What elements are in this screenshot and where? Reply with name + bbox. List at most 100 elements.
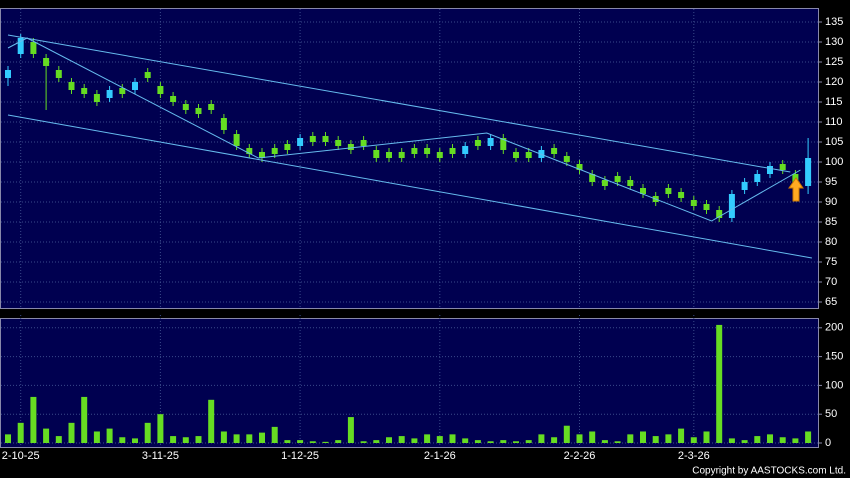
- candle-body: [220, 118, 227, 130]
- y-tick-label: 0: [825, 437, 831, 449]
- candle-body: [678, 192, 685, 198]
- volume-bar: [487, 441, 494, 443]
- candle-body: [322, 136, 329, 142]
- candle-body: [246, 148, 253, 154]
- volume-bar: [716, 324, 723, 443]
- y-tick-label: 135: [825, 16, 843, 28]
- candle-body: [525, 152, 532, 158]
- y-tick-label: 100: [825, 156, 843, 168]
- y-tick-label: 110: [825, 116, 843, 128]
- volume-bar: [309, 441, 316, 443]
- y-tick-label: 75: [825, 256, 837, 268]
- x-tick-label: 2-3-26: [678, 450, 710, 462]
- x-tick-label: 2-10-25: [2, 450, 40, 462]
- candle-body: [373, 150, 380, 158]
- y-tick-label: 105: [825, 136, 843, 148]
- candle-body: [170, 96, 177, 102]
- x-tick-label: 2-2-26: [564, 450, 596, 462]
- volume-bar: [690, 437, 697, 443]
- volume-bar: [678, 428, 685, 443]
- candle-body: [563, 156, 570, 162]
- candle-body: [81, 88, 88, 94]
- volume-bar: [144, 422, 151, 443]
- volume-bar: [551, 437, 558, 443]
- volume-bar: [132, 438, 138, 443]
- volume-bar: [68, 422, 75, 443]
- volume-bar: [601, 440, 608, 443]
- candle-body: [43, 58, 50, 66]
- candle-body: [614, 176, 621, 182]
- copyright: Copyright by AASTOCKS.com Ltd.: [692, 466, 846, 477]
- candle-body: [119, 88, 126, 94]
- candle-body: [436, 152, 443, 158]
- trendline: [7, 37, 801, 222]
- volume-bar: [741, 440, 748, 443]
- volume-bar: [665, 434, 672, 443]
- candle-body: [754, 174, 761, 182]
- volume-bar: [119, 437, 126, 443]
- volume-bar: [297, 440, 304, 443]
- candle-body: [55, 70, 62, 78]
- candle-body: [728, 194, 735, 218]
- price-panel: [0, 8, 819, 309]
- candle-body: [513, 152, 519, 158]
- y-tick-label: 120: [825, 76, 843, 88]
- y-tick-label: 95: [825, 176, 837, 188]
- candle-body: [487, 138, 494, 146]
- volume-bar: [30, 396, 37, 443]
- candle-body: [30, 42, 37, 54]
- candle-body: [398, 152, 405, 158]
- volume-bar: [233, 434, 240, 443]
- volume-bar: [792, 438, 799, 443]
- volume-bar: [220, 431, 227, 443]
- candle-body: [360, 140, 367, 146]
- volume-bar: [627, 434, 634, 443]
- candle-body: [284, 144, 291, 150]
- candle-body: [627, 180, 634, 186]
- candle-body: [106, 90, 113, 98]
- volume-bar: [767, 434, 773, 443]
- volume-bar: [614, 441, 621, 443]
- y-tick-label: 80: [825, 236, 837, 248]
- candle-body: [309, 136, 316, 142]
- volume-bar: [43, 428, 50, 443]
- trendline: [7, 114, 812, 259]
- volume-bar: [93, 431, 100, 443]
- volume-bar: [754, 436, 761, 443]
- candle-body: [233, 134, 240, 146]
- y-tick-label: 50: [825, 408, 837, 420]
- volume-bar: [728, 438, 735, 443]
- candle-body: [93, 94, 100, 102]
- volume-bar: [525, 440, 532, 443]
- y-tick-label: 90: [825, 196, 837, 208]
- candle-body: [767, 166, 773, 174]
- candle-body: [551, 148, 558, 154]
- candle-body: [449, 148, 456, 154]
- volume-bar: [538, 434, 545, 443]
- volume-bar: [449, 434, 456, 443]
- y-tick-label: 65: [825, 296, 837, 308]
- volume-bar: [271, 426, 278, 443]
- y-tick-label: 115: [825, 96, 843, 108]
- volume-bar: [106, 428, 113, 443]
- volume-bar: [335, 440, 342, 443]
- y-tick-label: 150: [825, 351, 843, 363]
- candle-body: [195, 108, 202, 114]
- y-tick-label: 200: [825, 322, 843, 334]
- volume-bar: [640, 431, 646, 443]
- volume-bar: [513, 441, 519, 443]
- candle-body: [144, 72, 151, 78]
- volume-bar: [360, 441, 367, 443]
- candle-body: [805, 158, 812, 186]
- signal-arrow: [788, 177, 804, 202]
- candle-body: [132, 82, 138, 90]
- volume-bar: [322, 441, 329, 443]
- volume-bar: [195, 436, 202, 443]
- candle-body: [576, 164, 583, 170]
- volume-bar: [779, 437, 786, 443]
- volume-bar: [805, 431, 812, 443]
- volume-bar: [347, 417, 354, 443]
- volume-bar: [81, 396, 88, 443]
- candle-body: [474, 140, 481, 146]
